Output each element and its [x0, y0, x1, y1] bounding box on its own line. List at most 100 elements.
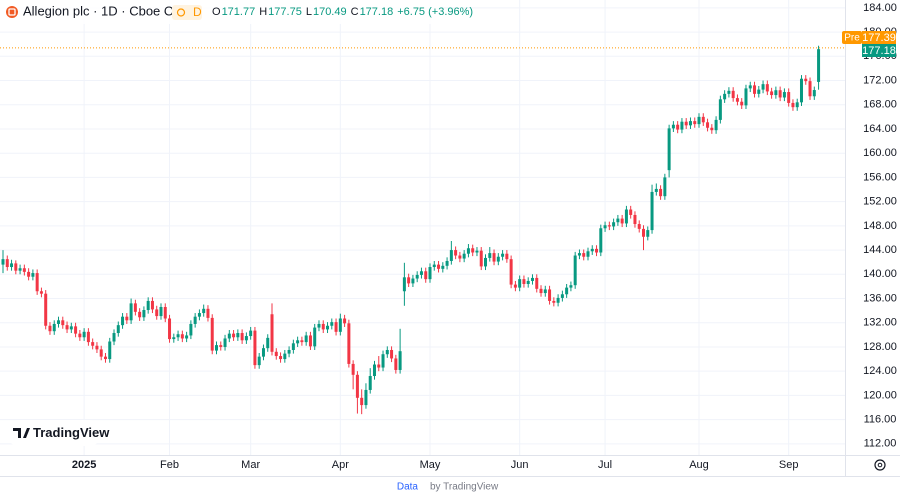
candle-body [595, 248, 599, 253]
candle-body [270, 314, 274, 352]
candle-body [385, 349, 389, 355]
candle-body [569, 285, 573, 288]
candle-body [219, 345, 223, 347]
candle-body [471, 248, 475, 253]
candle-body [676, 124, 680, 130]
candle-body [351, 363, 355, 375]
candle-body [279, 356, 283, 360]
candle-body [714, 119, 718, 131]
candle-body [492, 253, 496, 262]
ohlc-item: H [259, 6, 267, 18]
candle-body [518, 279, 522, 288]
candle-body [697, 116, 701, 125]
candle-body [629, 209, 633, 215]
candle-body [654, 188, 658, 192]
candle-body [428, 267, 432, 280]
candle-body [347, 323, 351, 364]
candle-body [91, 342, 95, 346]
candle-body [458, 255, 462, 259]
candle-body [437, 264, 441, 269]
candle-body [44, 293, 48, 326]
settings-button[interactable] [874, 459, 886, 471]
candle-body [343, 318, 347, 324]
y-tick-label: 140.00 [863, 268, 897, 280]
candle-body [475, 250, 479, 253]
candle-body [479, 250, 483, 267]
candle-body [372, 364, 376, 377]
candle-body [565, 287, 569, 295]
x-tick-label: Apr [332, 459, 349, 471]
candle-body [637, 224, 641, 229]
candle-body [496, 256, 500, 262]
candle-body [812, 90, 816, 97]
candle-body [731, 90, 735, 99]
symbol-logo-mark [8, 8, 16, 16]
candle-body [620, 218, 624, 224]
candle-body [334, 322, 338, 332]
candle-body [65, 325, 69, 330]
candle-body [577, 253, 581, 256]
candle-body [659, 188, 663, 197]
candle-body [330, 322, 334, 326]
footer-link[interactable]: Data [397, 482, 419, 493]
candle-body [543, 289, 547, 294]
candle-body [355, 374, 359, 398]
candle-body [291, 343, 295, 350]
candle-body [22, 268, 26, 272]
candle-body [740, 101, 744, 106]
candle-body [296, 340, 300, 344]
candle-body [505, 253, 509, 260]
header-bg [0, 0, 440, 24]
candle-body [735, 98, 739, 102]
candle-body [121, 316, 125, 326]
candle-body [599, 228, 603, 253]
candle-body [168, 318, 172, 340]
candle-body [394, 358, 398, 370]
candle-body [770, 91, 774, 96]
candle-body [706, 122, 710, 128]
candle-body [530, 277, 534, 281]
candle-body [308, 335, 312, 347]
candle-body [193, 316, 197, 324]
ohlc-values: O 171.77 H 177.75 L 170.49 C 177.18 +6.75 (+3.96… [212, 6, 473, 18]
candle-body [765, 84, 769, 92]
candle-body [133, 303, 137, 312]
y-tick-label: 164.00 [863, 123, 897, 135]
candle-body [61, 320, 65, 326]
candle-body [108, 341, 112, 360]
candle-body [287, 349, 291, 354]
candle-body [684, 121, 688, 126]
candle-body [35, 273, 39, 292]
logo-mark[interactable] [13, 428, 30, 438]
tv-logo[interactable]: TradingView [6, 420, 110, 446]
candle-body [693, 121, 697, 125]
settings-button-center[interactable] [877, 462, 883, 468]
candle-body [142, 310, 146, 318]
candle-body [266, 337, 270, 349]
candle-body [646, 230, 650, 237]
candle-body [185, 335, 189, 339]
candle-body [138, 311, 142, 318]
y-tick-label: 152.00 [863, 196, 897, 208]
candle-body [125, 316, 129, 321]
candle-body [283, 353, 287, 360]
y-tick-label: 136.00 [863, 292, 897, 304]
logo-bg[interactable] [6, 420, 102, 446]
symbol-title: Allegion plc · 1D · Cboe One [23, 3, 188, 18]
candle-body [402, 277, 406, 292]
ohlc-item: 171.77 [222, 6, 256, 18]
candle-body [172, 337, 176, 340]
candle-body [718, 99, 722, 120]
candle-body [155, 309, 159, 317]
logo-text[interactable]: TradingView [33, 425, 110, 440]
candle-body [31, 273, 35, 277]
candle-body [304, 335, 308, 343]
candle-body [99, 349, 103, 357]
candle-body [189, 323, 193, 336]
candle-body [424, 271, 428, 280]
candle-body [539, 288, 543, 294]
candle-body [407, 277, 411, 284]
